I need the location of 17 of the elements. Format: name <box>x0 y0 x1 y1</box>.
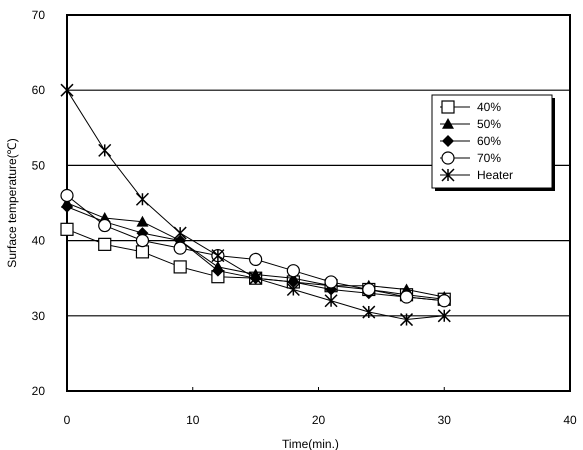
legend-label: 50% <box>477 117 502 131</box>
legend-label: 70% <box>477 151 502 165</box>
x-tick-label: 0 <box>64 413 71 427</box>
y-tick-label: 40 <box>32 234 46 248</box>
y-tick-label: 20 <box>32 384 46 398</box>
y-tick-label: 50 <box>32 158 46 172</box>
y-tick-label: 60 <box>32 83 46 98</box>
y-tick-label: 70 <box>32 8 46 22</box>
legend-label: 60% <box>477 134 502 148</box>
x-tick-label: 30 <box>438 413 452 427</box>
x-tick-label: 10 <box>186 413 200 427</box>
legend-label: 40% <box>477 100 502 114</box>
y-axis-title: Surface temperature(℃) <box>5 138 19 268</box>
x-tick-label: 20 <box>312 413 326 427</box>
legend-label: Heater <box>477 168 514 182</box>
x-tick-label: 40 <box>563 413 577 427</box>
y-tick-label: 30 <box>32 308 46 323</box>
